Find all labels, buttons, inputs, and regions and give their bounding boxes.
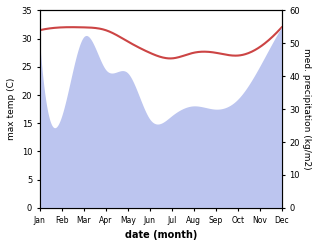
Y-axis label: med. precipitation (kg/m2): med. precipitation (kg/m2) xyxy=(302,48,311,170)
X-axis label: date (month): date (month) xyxy=(125,230,197,240)
Y-axis label: max temp (C): max temp (C) xyxy=(7,78,16,140)
